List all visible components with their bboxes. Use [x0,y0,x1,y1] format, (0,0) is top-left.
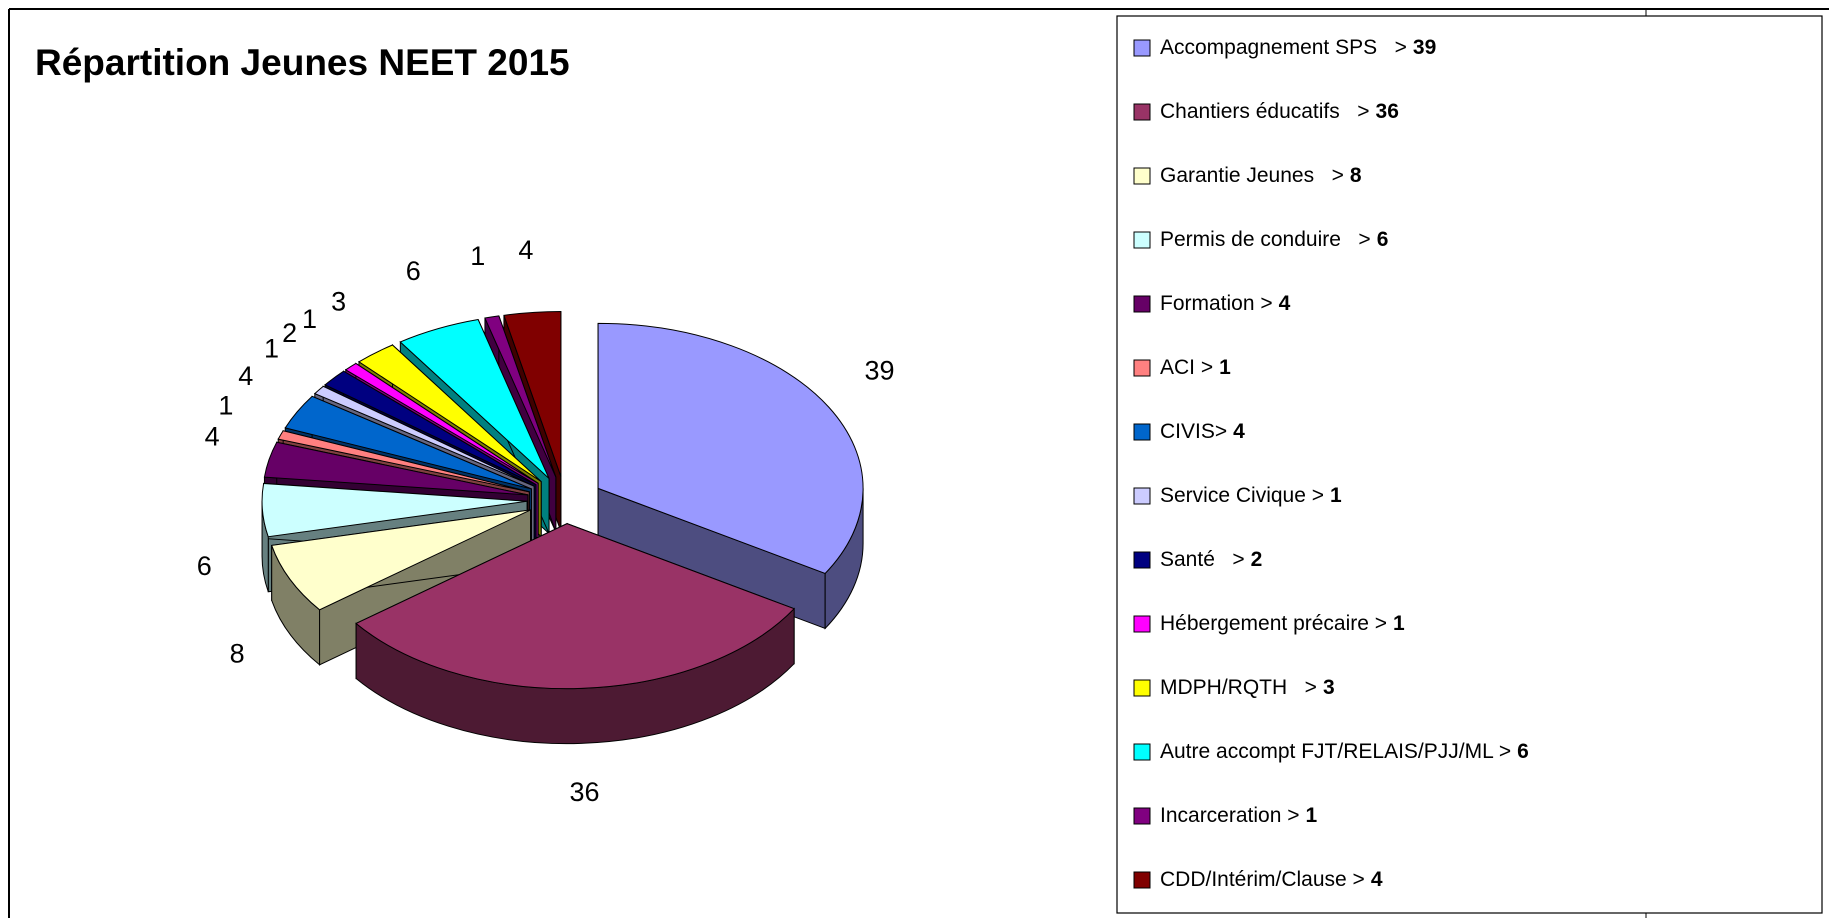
legend-value: 6 [1377,228,1389,251]
data-label: 6 [406,256,421,286]
data-label: 3 [331,287,346,317]
legend-value: 8 [1350,164,1362,187]
legend-label: Incarceration > 1 [1160,804,1318,827]
slice-top [277,430,530,493]
legend-swatch [1133,423,1151,441]
data-label: 1 [218,391,233,421]
legend-value: 39 [1413,36,1436,59]
legend-swatch [1133,871,1151,889]
legend-name: CIVIS> [1160,420,1227,443]
data-label: 6 [197,551,212,581]
slice-top [263,441,528,496]
legend-swatch [1133,359,1151,377]
legend-value: 1 [1393,612,1405,635]
legend-name: Santé > [1160,548,1245,571]
data-label: 4 [238,361,253,391]
legend-name: MDPH/RQTH > [1160,676,1317,699]
legend-value: 1 [1306,804,1318,827]
legend-swatch [1133,295,1151,313]
data-label: 8 [230,639,245,669]
slice-top [344,362,539,484]
slice [355,522,796,745]
legend-name: Hébergement précaire > [1160,612,1387,635]
slice-top [399,318,550,479]
data-label: 2 [282,318,297,348]
legend-label: MDPH/RQTH > 3 [1160,676,1335,699]
legend-name: Garantie Jeunes > [1160,164,1344,187]
slice-top [358,344,542,482]
legend-name: Service Civique > [1160,484,1324,507]
legend-label: Accompagnement SPS > 39 [1160,36,1436,59]
legend-label: Hébergement précaire > 1 [1160,612,1405,635]
data-label: 36 [570,777,600,807]
legend-value: 36 [1376,100,1399,123]
slice-top [597,322,864,575]
legend-swatch [1133,487,1151,505]
legend-swatch [1133,231,1151,249]
data-label: 1 [470,241,485,271]
legend-swatch [1133,679,1151,697]
legend-name: Incarceration > [1160,804,1300,827]
slice-top [271,509,531,611]
legend-label: Formation > 4 [1160,292,1291,315]
legend-swatch [1133,615,1151,633]
legend-label: CIVIS> 4 [1160,420,1245,443]
legend-label: Garantie Jeunes > 8 [1160,164,1362,187]
legend-label: CDD/Intérim/Clause > 4 [1160,868,1383,891]
legend-value: 6 [1517,740,1529,763]
legend-swatch [1133,167,1151,185]
legend-value: 1 [1330,484,1342,507]
legend-label: Autre accompt FJT/RELAIS/PJJ/ML > 6 [1160,740,1529,763]
slice [597,322,864,630]
legend-label: ACI > 1 [1160,356,1231,379]
legend-name: Formation > [1160,292,1273,315]
legend-label: Chantiers éducatifs > 36 [1160,100,1399,123]
data-label: 1 [302,304,317,334]
legend-name: Autre accompt FJT/RELAIS/PJJ/ML > [1160,740,1511,763]
data-label: 39 [864,355,894,385]
slice-top [261,482,528,538]
legend-name: Chantiers éducatifs > [1160,100,1370,123]
legend-name: Accompagnement SPS > [1160,36,1407,59]
legend-swatch [1133,743,1151,761]
legend-swatch [1133,39,1151,57]
legend-value: 4 [1371,868,1383,891]
legend-box [1116,15,1823,914]
slice-top [484,315,557,478]
slice-top [313,385,535,487]
legend-value: 4 [1279,292,1291,315]
legend-value: 2 [1251,548,1263,571]
data-label: 1 [264,334,279,364]
slice [271,509,532,666]
legend-swatch [1133,103,1151,121]
legend-swatch [1133,551,1151,569]
slice-top [284,395,532,490]
data-label: 4 [518,235,533,265]
legend-label: Permis de conduire > 6 [1160,228,1388,251]
legend-value: 4 [1233,420,1245,443]
legend-value: 3 [1323,676,1335,699]
legend-label: Service Civique > 1 [1160,484,1342,507]
chart-title: Répartition Jeunes NEET 2015 [35,42,570,83]
data-label: 4 [205,422,220,452]
slice-top [355,523,796,690]
slice-top [324,370,537,486]
legend-name: ACI > [1160,356,1213,379]
legend-value: 1 [1219,356,1231,379]
slice-top [503,310,562,477]
legend-swatch [1133,807,1151,825]
legend-label: Santé > 2 [1160,548,1262,571]
legend-name: CDD/Intérim/Clause > [1160,868,1365,891]
legend-name: Permis de conduire > [1160,228,1371,251]
